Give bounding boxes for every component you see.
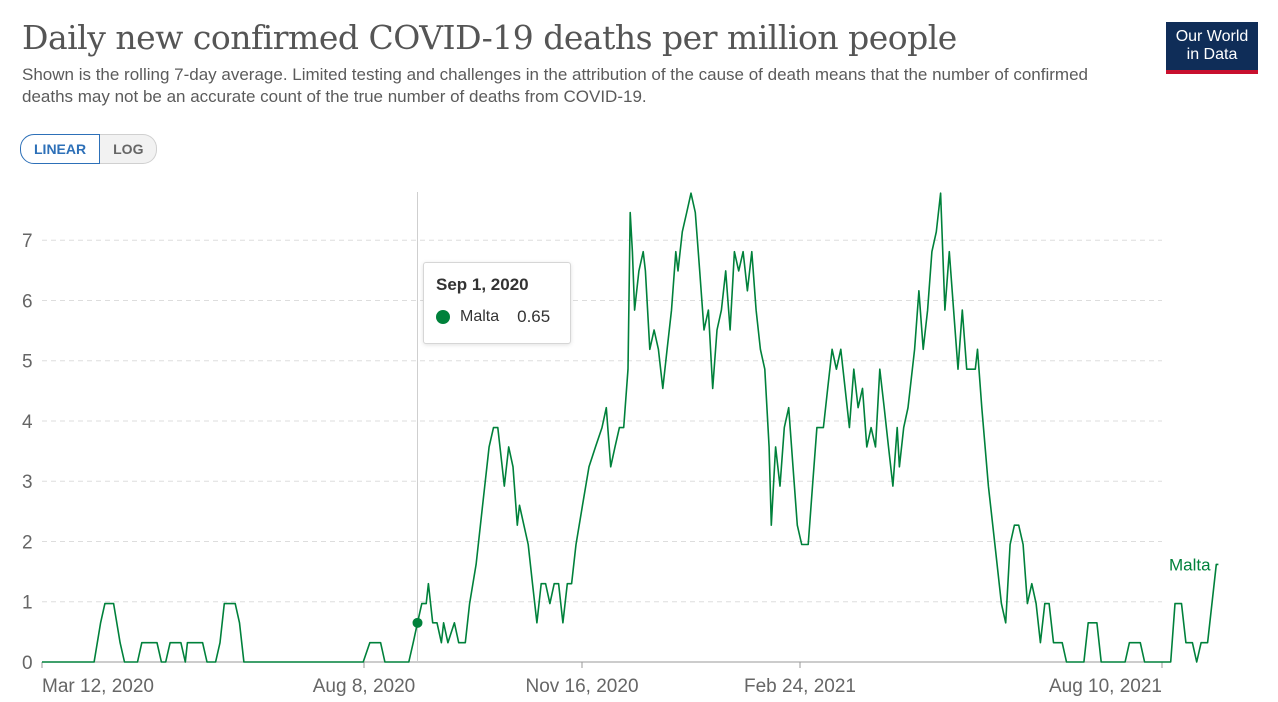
logo-line-2: in Data	[1186, 46, 1238, 63]
series-end-label: Malta	[1169, 555, 1211, 574]
tooltip-value: 0.65	[517, 307, 551, 326]
series-line-malta	[42, 192, 1219, 663]
y-tick-label: 7	[22, 231, 33, 252]
x-tick-label: Aug 10, 2021	[1049, 676, 1162, 697]
tooltip-series-name: Malta	[460, 308, 500, 325]
chart-title: Daily new confirmed COVID-19 deaths per …	[22, 18, 957, 57]
hover-tooltip: Sep 1, 2020 Malta 0.65	[423, 262, 571, 344]
linear-scale-button[interactable]: LINEAR	[20, 134, 101, 164]
x-tick-label: Nov 16, 2020	[525, 676, 638, 697]
tooltip-row: Malta 0.65	[436, 307, 558, 327]
y-tick-label: 2	[22, 532, 33, 553]
y-tick-label: 3	[22, 472, 33, 493]
y-tick-label: 4	[22, 412, 33, 433]
tooltip-date: Sep 1, 2020	[436, 275, 529, 294]
log-scale-button[interactable]: LOG	[100, 134, 158, 164]
highlight-point	[412, 617, 423, 628]
chart-subtitle: Shown is the rolling 7-day average. Limi…	[22, 65, 1088, 106]
x-tick-label: Aug 8, 2020	[313, 676, 415, 697]
x-tick-label: Mar 12, 2020	[42, 676, 154, 697]
y-tick-label: 1	[22, 593, 33, 614]
owid-logo[interactable]: Our World in Data	[1166, 22, 1258, 74]
scale-toggle: LINEAR LOG	[20, 134, 158, 164]
x-tick-label: Feb 24, 2021	[744, 676, 856, 697]
y-tick-label: 5	[22, 352, 33, 373]
logo-line-1: Our World	[1175, 28, 1249, 45]
y-tick-label: 6	[22, 291, 33, 312]
series-color-dot	[436, 310, 450, 324]
y-tick-label: 0	[22, 653, 33, 674]
